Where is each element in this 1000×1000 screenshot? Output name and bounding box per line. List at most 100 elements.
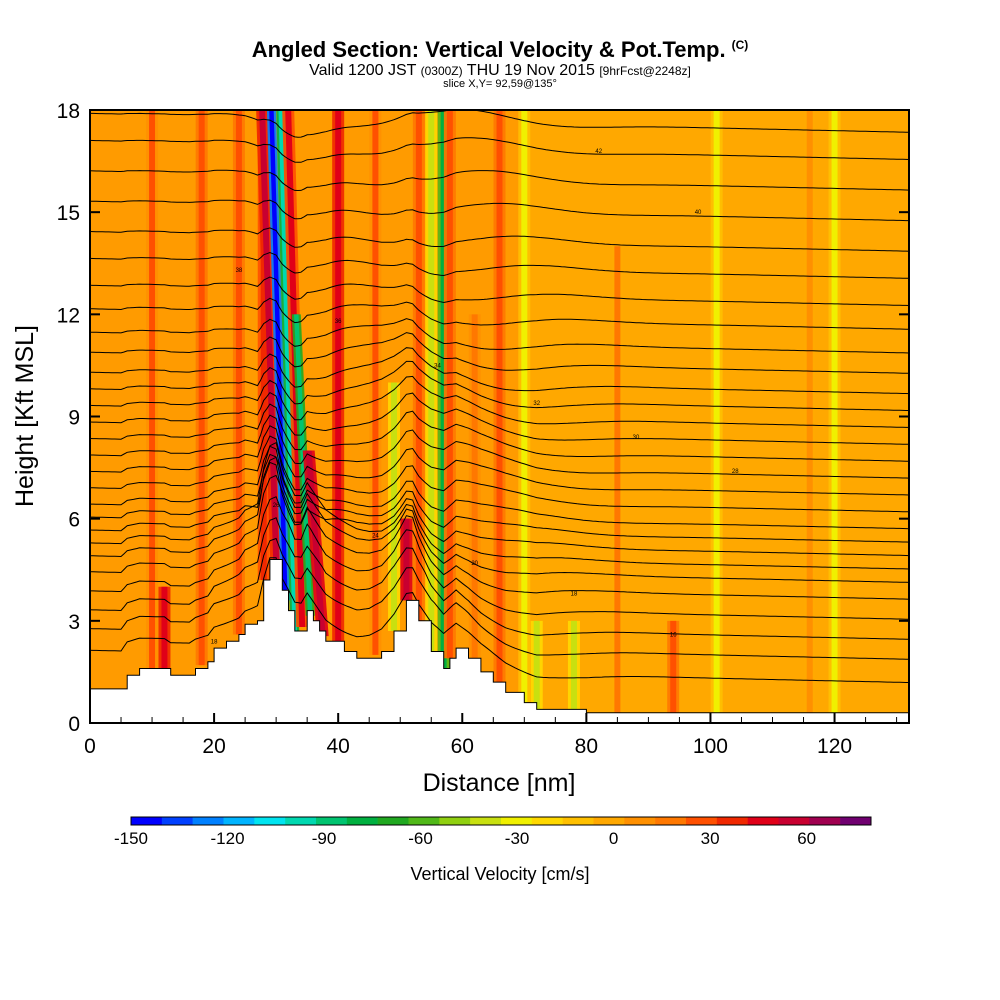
isentrope	[90, 474, 909, 600]
colorbar-swatch	[254, 817, 286, 825]
colorbar-swatch	[778, 817, 810, 825]
colorbar-swatch	[809, 817, 841, 825]
velocity-band	[586, 110, 909, 723]
isentrope	[90, 110, 909, 138]
isentrope	[90, 403, 909, 462]
velocity-column	[611, 246, 624, 713]
isentrope	[90, 557, 909, 683]
colorbar-swatch	[223, 817, 255, 825]
colorbar-swatch	[470, 817, 502, 825]
colorbar-swatch	[747, 817, 779, 825]
colorbar-swatch	[655, 817, 687, 825]
velocity-column	[195, 110, 208, 666]
colorbar-swatch	[346, 817, 378, 825]
x-tick-label: 60	[451, 735, 474, 758]
colorbar-swatch	[285, 817, 317, 825]
y-tick-label: 18	[57, 100, 80, 123]
y-tick-label: 9	[68, 407, 80, 430]
velocity-column	[828, 110, 841, 713]
y-axis-title: Height [Kft MSL]	[11, 325, 39, 507]
velocity-column	[291, 314, 315, 616]
colorbar-swatch	[593, 817, 625, 825]
isentrope	[90, 318, 909, 354]
x-tick-label: 40	[327, 735, 350, 758]
isentrope	[90, 453, 909, 543]
colorbar-tick-label: 30	[701, 829, 720, 848]
isentrope-label: 26	[273, 503, 280, 509]
chart-title: Angled Section: Vertical Velocity & Pot.…	[251, 37, 749, 62]
y-tick-label: 15	[57, 202, 80, 225]
isentrope	[90, 169, 909, 192]
colorbar-swatch	[562, 817, 594, 825]
velocity-column	[493, 110, 506, 688]
isentrope	[90, 445, 909, 530]
x-tick-label: 0	[84, 735, 96, 758]
isentrope	[90, 496, 909, 620]
isentrope	[90, 360, 909, 411]
isentrope-label: 38	[236, 268, 243, 274]
colorbar: -150 -120 -90 -60 -30 0 30 60	[114, 816, 872, 848]
x-tick-label: 100	[693, 735, 728, 758]
isentrope	[90, 251, 909, 279]
colorbar-tick-label: 60	[797, 829, 816, 848]
velocity-column	[803, 110, 816, 713]
velocity-column	[412, 110, 425, 621]
isentrope-label: 18	[211, 639, 218, 645]
isentrope-label: 34	[434, 363, 441, 369]
colorbar-tick-label: 0	[609, 829, 618, 848]
x-tick-label: 80	[575, 735, 598, 758]
velocity-column	[530, 620, 543, 710]
velocity-column	[369, 110, 382, 655]
colorbar-swatch	[624, 817, 656, 825]
chart-subtitle: Valid 1200 JST (0300Z) THU 19 Nov 2015 […	[309, 62, 691, 79]
colorbar-swatch	[501, 817, 533, 825]
colorbar-tick-label: -60	[408, 829, 433, 848]
colorbar-frame	[130, 816, 872, 826]
velocity-column	[710, 110, 723, 713]
isentrope	[90, 435, 909, 513]
velocity-column	[256, 110, 283, 560]
isentrope	[90, 441, 909, 570]
isentrope-label: 16	[670, 632, 677, 638]
isentrope-label: 24	[372, 534, 379, 540]
isentrope	[90, 332, 909, 374]
isentrope	[90, 517, 909, 640]
isentrope-label: 20	[471, 561, 478, 567]
colorbar-tick-label: -150	[114, 829, 148, 848]
colorbar-swatch	[439, 817, 471, 825]
x-tick-label: 120	[817, 735, 852, 758]
velocity-column	[158, 586, 171, 669]
colorbar-swatch	[377, 817, 409, 825]
colorbar-title: Vertical Velocity [cm/s]	[410, 864, 589, 884]
isentrope	[90, 199, 909, 222]
isentrope	[90, 375, 909, 428]
isentrope	[90, 347, 909, 395]
velocity-field	[90, 110, 909, 723]
isentrope	[90, 456, 909, 583]
y-tick-label: 3	[68, 611, 80, 634]
isentrope	[90, 461, 909, 557]
velocity-column	[332, 110, 345, 649]
colorbar-tick-label: -90	[312, 829, 337, 848]
isentrope	[90, 537, 909, 660]
velocity-column	[388, 382, 401, 632]
colorbar-swatch	[192, 817, 224, 825]
y-tick-label: 12	[57, 304, 80, 327]
isentrope	[90, 227, 909, 252]
isentrope	[90, 391, 909, 445]
velocity-band	[90, 110, 277, 723]
colorbar-swatch	[716, 817, 748, 825]
isentrope	[90, 297, 909, 330]
velocity-column	[232, 110, 245, 635]
x-tick-label: 20	[202, 735, 225, 758]
colorbar-tick-label: -30	[505, 829, 530, 848]
colorbar-swatch	[531, 817, 563, 825]
isentrope-label: 42	[595, 149, 602, 155]
colorbar-tick-label: -120	[211, 829, 245, 848]
isentrope-label: 40	[695, 210, 702, 216]
isentrope	[90, 414, 909, 479]
colorbar-swatch	[131, 817, 163, 825]
velocity-column	[468, 314, 481, 666]
velocity-column	[518, 110, 531, 703]
